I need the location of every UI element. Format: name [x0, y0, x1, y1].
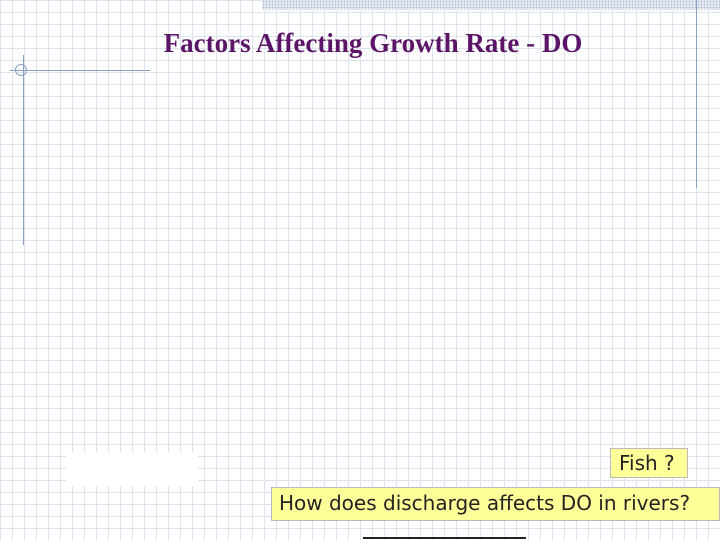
left-horizontal-rule [10, 70, 150, 71]
slide-title: Factors Affecting Growth Rate - DO [163, 28, 583, 58]
left-vertical-rule [23, 55, 24, 245]
bottom-underline [363, 537, 526, 539]
fish-label: Fish ? [610, 448, 688, 478]
right-vertical-rule [696, 0, 697, 188]
decorative-dotted-band [262, 0, 720, 10]
discharge-question-label: How does discharge affects DO in rivers? [271, 487, 720, 521]
rule-crosshair-circle [15, 64, 27, 76]
blank-image-area [66, 452, 198, 486]
